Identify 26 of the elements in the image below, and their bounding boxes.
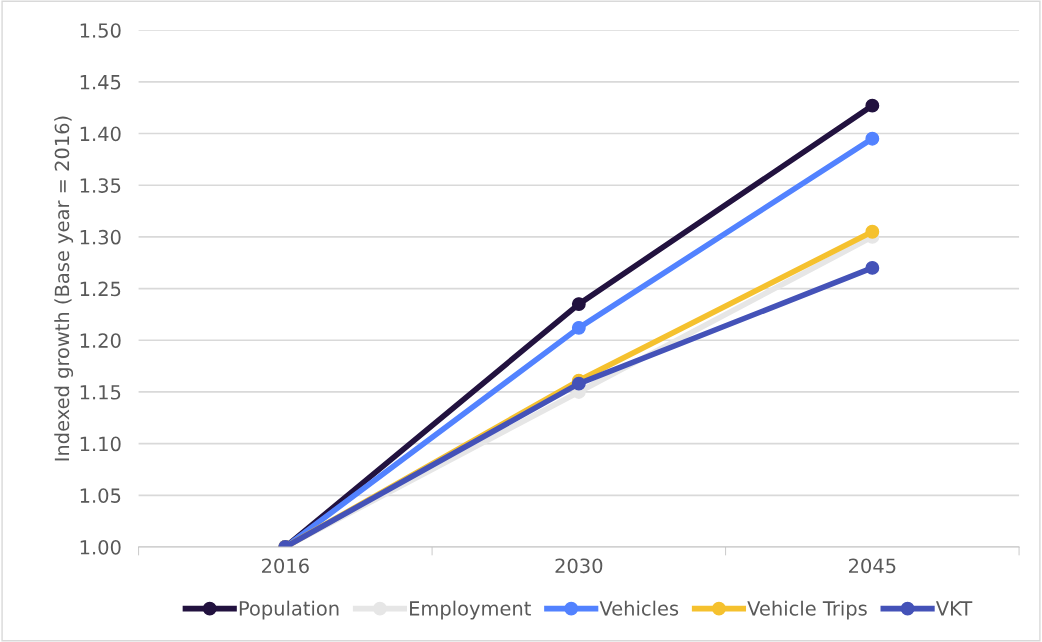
y-tick-label: 1.30 bbox=[80, 229, 121, 245]
y-tick-label: 1.45 bbox=[80, 75, 121, 90]
point bbox=[865, 260, 880, 275]
point bbox=[571, 320, 586, 335]
y-tick-label: 1.00 bbox=[80, 539, 121, 555]
point bbox=[571, 297, 586, 312]
x-tick-label: 2045 bbox=[849, 558, 896, 574]
legend-label: Population bbox=[239, 600, 339, 620]
y-tick-label: 1.20 bbox=[80, 333, 121, 348]
y-tick-label: 1.50 bbox=[80, 23, 121, 38]
y-tick-label: 1.40 bbox=[80, 126, 121, 142]
point bbox=[865, 131, 880, 146]
legend-label: Vehicles bbox=[599, 600, 679, 616]
y-axis-title: Indexed growth (Base year = 2016) bbox=[54, 116, 74, 461]
y-tick-label: 1.25 bbox=[80, 281, 121, 297]
x-tick-label: 2030 bbox=[555, 558, 603, 574]
y-tick-label: 1.10 bbox=[80, 436, 121, 452]
point bbox=[865, 98, 880, 113]
x-tick-label: 2016 bbox=[262, 558, 309, 574]
y-tick-label: 1.35 bbox=[80, 178, 121, 193]
legend-label: Employment bbox=[410, 600, 531, 620]
legend-label: VKT bbox=[935, 601, 973, 616]
y-tick-label: 1.15 bbox=[80, 385, 121, 400]
y-tick-label: 1.05 bbox=[80, 488, 121, 503]
point bbox=[865, 224, 880, 239]
legend-label: Vehicle Trips bbox=[747, 600, 867, 620]
